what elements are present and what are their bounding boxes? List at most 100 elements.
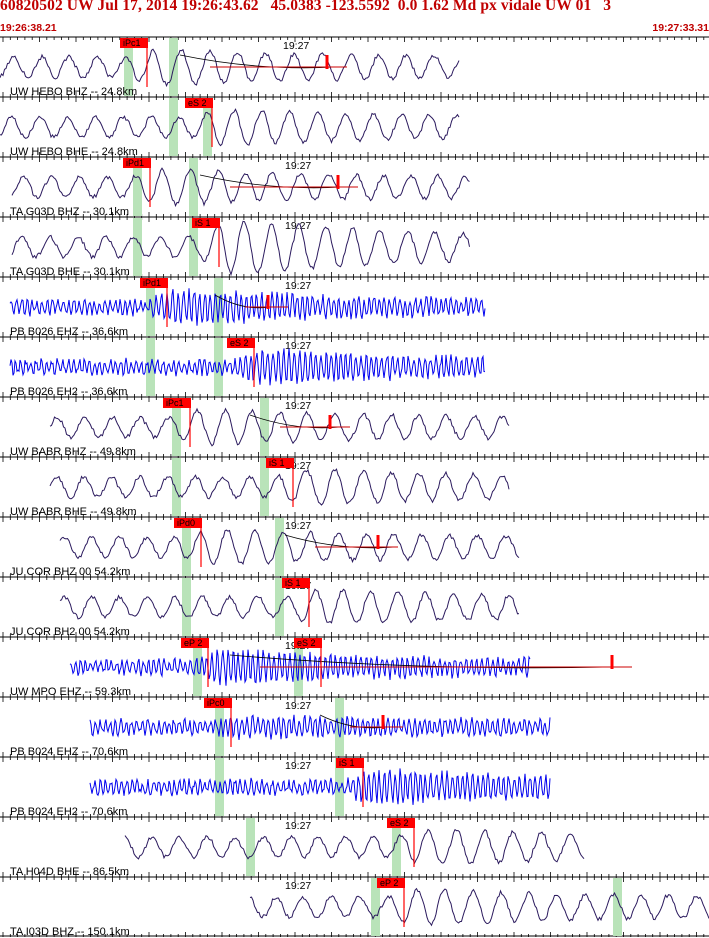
seismogram-trace [49,468,510,506]
seismogram-panel: 19:27 iPc1 UW HEBO BHZ -- 24.8km [0,38,460,98]
pick-window [169,98,178,156]
station-label: TA G03D BHE -- 30.1km [10,266,130,278]
phase-pick-label: eP 2 [184,638,202,648]
station-label: PB B024 EHZ -- 70.6km [10,746,128,758]
coda-fit-curve [319,714,386,729]
coda-end-marker [376,535,380,549]
phase-pick-box [174,518,202,528]
phase-pick-label: eS 2 [230,338,249,348]
phase-pick-box [163,398,191,408]
seismogram-panel: 19:27 iS 1 TA G03D BHE -- 30.1km [10,218,470,278]
coda-end-marker [325,55,329,69]
phase-pick-box [377,878,405,888]
phase-pick-label: iS 1 [269,458,285,468]
pick-window [189,158,198,216]
coda-end-marker [610,655,614,669]
phase-pick-label: iPc0 [207,698,225,708]
event-header: 60820502 UW Jul 17, 2014 19:26:43.62 45.… [0,0,709,36]
phase-pick-label: iS 1 [195,218,211,228]
station-label: UW BABR BHZ -- 49.8km [10,446,136,458]
phase-pick-label: eS 2 [297,638,316,648]
seismogram-trace [11,220,470,277]
minute-tick-label: 19:27 [285,880,311,892]
phase-pick-box [227,338,255,348]
pick-window [246,818,255,876]
station-label: UW BABR BHE -- 49.8km [10,506,137,518]
phase-pick-label: iPd1 [143,278,161,288]
pick-window [146,278,155,336]
seismogram-panel: 19:27 eP 2 TA I03D BHZ -- 150.1km [10,878,709,938]
phase-pick-label: eS 2 [188,98,207,108]
phase-pick-box [140,278,168,288]
phase-pick-box [192,218,220,228]
phase-pick-box [120,38,148,48]
coda-fit-curve [199,174,343,189]
phase-pick-label: iPc1 [123,38,141,48]
seismogram-trace [89,714,551,741]
station-label: PB B024 EH2 -- 70.6km [10,806,127,818]
station-label: UW HEBO BHZ -- 24.8km [10,86,137,98]
seismogram-panel: 19:27 iS 1 PB B024 EH2 -- 70.6km [10,758,551,818]
station-label: TA G03D BHZ -- 30.1km [10,206,129,218]
pick-window [392,818,401,876]
minute-tick-label: 19:27 [285,340,311,352]
window-start-time: 19:26:38.21 [0,22,57,34]
pick-window [124,38,133,96]
phase-pick-box [181,638,209,648]
phase-pick-label: iPd1 [126,158,144,168]
minute-tick-label: 19:27 [285,700,311,712]
phase-pick-label: iS 1 [339,758,355,768]
pick-window [260,458,269,516]
station-label: TA H04D BHE -- 86.5km [10,866,129,878]
seismogram-trace [49,407,510,447]
seismogram-panel: 19:27 eS 2 PB B026 EH2 -- 36.6km [9,338,486,398]
seismogram-trace [0,48,460,88]
seismogram-panel: 19:27 iPd1 TA G03D BHZ -- 30.1km [10,158,470,218]
minute-tick-label: 19:27 [285,820,311,832]
phase-pick-box [387,818,415,828]
phase-pick-box [266,458,294,468]
phase-pick-box [294,638,322,648]
station-label: UW MPO EHZ -- 59.3km [10,686,131,698]
coda-end-marker [381,715,385,729]
seismogram-trace [59,528,520,565]
minute-tick-label: 19:27 [285,280,311,292]
minute-tick-label: 19:27 [283,40,309,52]
phase-pick-label: eP 2 [380,878,398,888]
pick-window [172,458,181,516]
pick-window [335,758,344,816]
seismogram-trace [0,108,460,147]
pick-window [182,518,191,576]
minute-tick-label: 19:27 [285,160,311,172]
minute-tick-label: 19:27 [285,760,311,772]
pick-window [182,578,191,636]
seismogram-panel: 19:27 iPc1 UW BABR BHZ -- 49.8km [10,398,510,458]
minute-tick-label: 19:27 [285,400,311,412]
seismogram-trace [11,167,470,208]
pick-window [133,158,142,216]
phase-pick-box [282,578,310,588]
seismogram-panel: 19:27 eS 2 TA H04D BHE -- 86.5km [10,818,585,878]
coda-end-marker [266,295,270,309]
seismogram-trace [124,828,585,865]
seismogram-trace [69,649,531,686]
seismogram-trace [9,348,486,386]
seismogram-panel: 19:27 iPc0 PB B024 EHZ -- 70.6km [10,698,551,758]
minute-tick-label: 19:27 [285,220,311,232]
coda-fit-curve [229,654,611,669]
station-label: TA I03D BHZ -- 150.1km [10,926,130,938]
station-label: PB B026 EHZ -- 36.6km [10,326,128,338]
seismogram-panel: 19:27 iPd1 PB B026 EHZ -- 36.6km [9,278,486,338]
phase-pick-box [123,158,151,168]
pick-window [275,518,284,576]
pick-window [260,398,269,456]
phase-pick-label: iS 1 [285,578,301,588]
station-label: JU COR BH2 00 54.2km [10,626,130,638]
phase-pick-box [185,98,213,108]
station-label: PB B026 EH2 -- 36.6km [10,386,127,398]
pick-window [214,278,223,336]
